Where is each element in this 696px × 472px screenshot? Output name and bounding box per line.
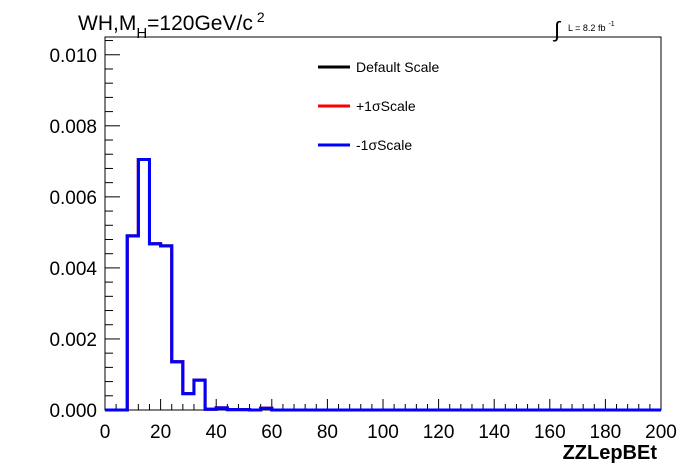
series-line-1: [105, 158, 661, 412]
y-tick-label: 0.010: [49, 46, 97, 67]
legend-label-1: +1σScale: [356, 98, 416, 114]
title-rest: =120GeV/c: [147, 12, 253, 35]
x-axis-tick-labels: 0 20 40 60 80 100 120 140 160 180 200: [100, 422, 677, 443]
x-tick-label: 200: [645, 422, 677, 443]
luminosity-text: L = 8.2 fb: [568, 23, 605, 33]
x-axis-ticks: [104, 399, 662, 410]
x-tick-label: 80: [317, 422, 338, 443]
x-tick-label: 20: [150, 422, 171, 443]
histogram-series: [105, 158, 661, 412]
y-tick-label: 0.004: [49, 259, 97, 280]
x-tick-label: 180: [590, 422, 622, 443]
legend-label-2: -1σScale: [356, 137, 412, 153]
x-tick-label: 60: [261, 422, 282, 443]
x-tick-label: 160: [534, 422, 566, 443]
y-tick-label: 0.008: [49, 117, 97, 138]
y-tick-label: 0.000: [49, 401, 97, 422]
legend: Default Scale +1σScale -1σScale: [318, 59, 439, 153]
luminosity-superscript: -1: [608, 21, 614, 28]
y-tick-label: 0.002: [49, 330, 97, 351]
y-axis-ticks: [105, 40, 120, 411]
title-subscript: H: [136, 25, 147, 42]
series-line-0: [105, 158, 661, 412]
luminosity-label: L = 8.2 fb -1: [568, 21, 615, 33]
x-tick-label: 120: [423, 422, 455, 443]
plot-frame: [104, 36, 662, 411]
x-tick-label: 140: [478, 422, 510, 443]
title-superscript: 2: [257, 9, 265, 25]
series-line-2: [105, 158, 661, 412]
x-tick-label: 40: [206, 422, 227, 443]
y-axis-tick-labels: 0.000 0.002 0.004 0.006 0.008 0.010: [49, 46, 97, 422]
chart-title: WH,MH=120GeV/c 2: [78, 9, 265, 42]
luminosity-integral-sign: ∫: [552, 17, 562, 42]
x-axis-label: ZZLepBEt: [563, 442, 658, 464]
y-tick-label: 0.006: [49, 188, 97, 209]
title-main: WH,M: [78, 12, 136, 35]
x-tick-label: 0: [100, 422, 111, 443]
legend-label-0: Default Scale: [356, 59, 439, 75]
x-tick-label: 100: [367, 422, 399, 443]
